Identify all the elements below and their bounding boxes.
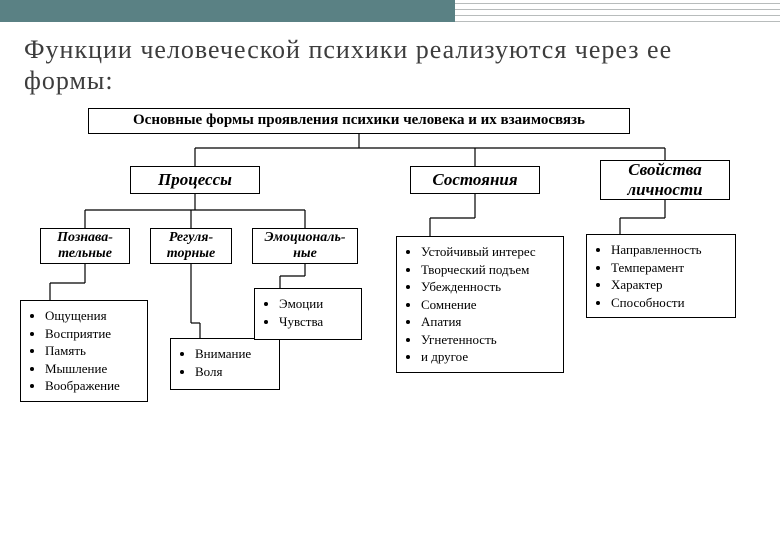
subcategory-box-pozn: Познава- тельные [40, 228, 130, 264]
list-item: Эмоции [279, 295, 353, 313]
root-box: Основные формы проявления психики челове… [88, 108, 630, 134]
list-item: Угнетенность [421, 331, 555, 349]
subcategory-box-emo: Эмоциональ- ные [252, 228, 358, 264]
header-lines-area [455, 0, 780, 22]
list-box-state_list: Устойчивый интересТворческий подъемУбежд… [396, 236, 564, 373]
list-item: Устойчивый интерес [421, 243, 555, 261]
header-lines [455, 0, 780, 22]
list-item: Темперамент [611, 259, 727, 277]
psyche-forms-diagram: Основные формы проявления психики челове… [0, 108, 780, 528]
category-box-proc: Процессы [130, 166, 260, 194]
list-item: Внимание [195, 345, 271, 363]
list-item: Воля [195, 363, 271, 381]
header-bar [0, 0, 780, 22]
list-item: Творческий подъем [421, 261, 555, 279]
list-box-prop_list: НаправленностьТемпераментХарактерСпособн… [586, 234, 736, 318]
list-item: Апатия [421, 313, 555, 331]
list-item: Ощущения [45, 307, 139, 325]
slide-title: Функции человеческой психики реализуются… [24, 34, 724, 96]
category-box-state: Состояния [410, 166, 540, 194]
list-item: Память [45, 342, 139, 360]
list-item: Характер [611, 276, 727, 294]
list-item: Убежденность [421, 278, 555, 296]
list-item: Воображение [45, 377, 139, 395]
category-box-prop: Свойства личности [600, 160, 730, 200]
list-item: и другое [421, 348, 555, 366]
list-item: Направленность [611, 241, 727, 259]
header-accent [0, 0, 455, 22]
list-box-pozn_list: ОщущенияВосприятиеПамятьМышлениеВоображе… [20, 300, 148, 402]
list-item: Чувства [279, 313, 353, 331]
hline [455, 3, 780, 4]
list-box-emo_list: ЭмоцииЧувства [254, 288, 362, 340]
list-item: Способности [611, 294, 727, 312]
subcategory-box-reg: Регуля- торные [150, 228, 232, 264]
list-item: Мышление [45, 360, 139, 378]
hline [455, 21, 780, 22]
hline [455, 15, 780, 16]
list-item: Сомнение [421, 296, 555, 314]
list-box-reg_list: ВниманиеВоля [170, 338, 280, 390]
hline [455, 9, 780, 10]
list-item: Восприятие [45, 325, 139, 343]
